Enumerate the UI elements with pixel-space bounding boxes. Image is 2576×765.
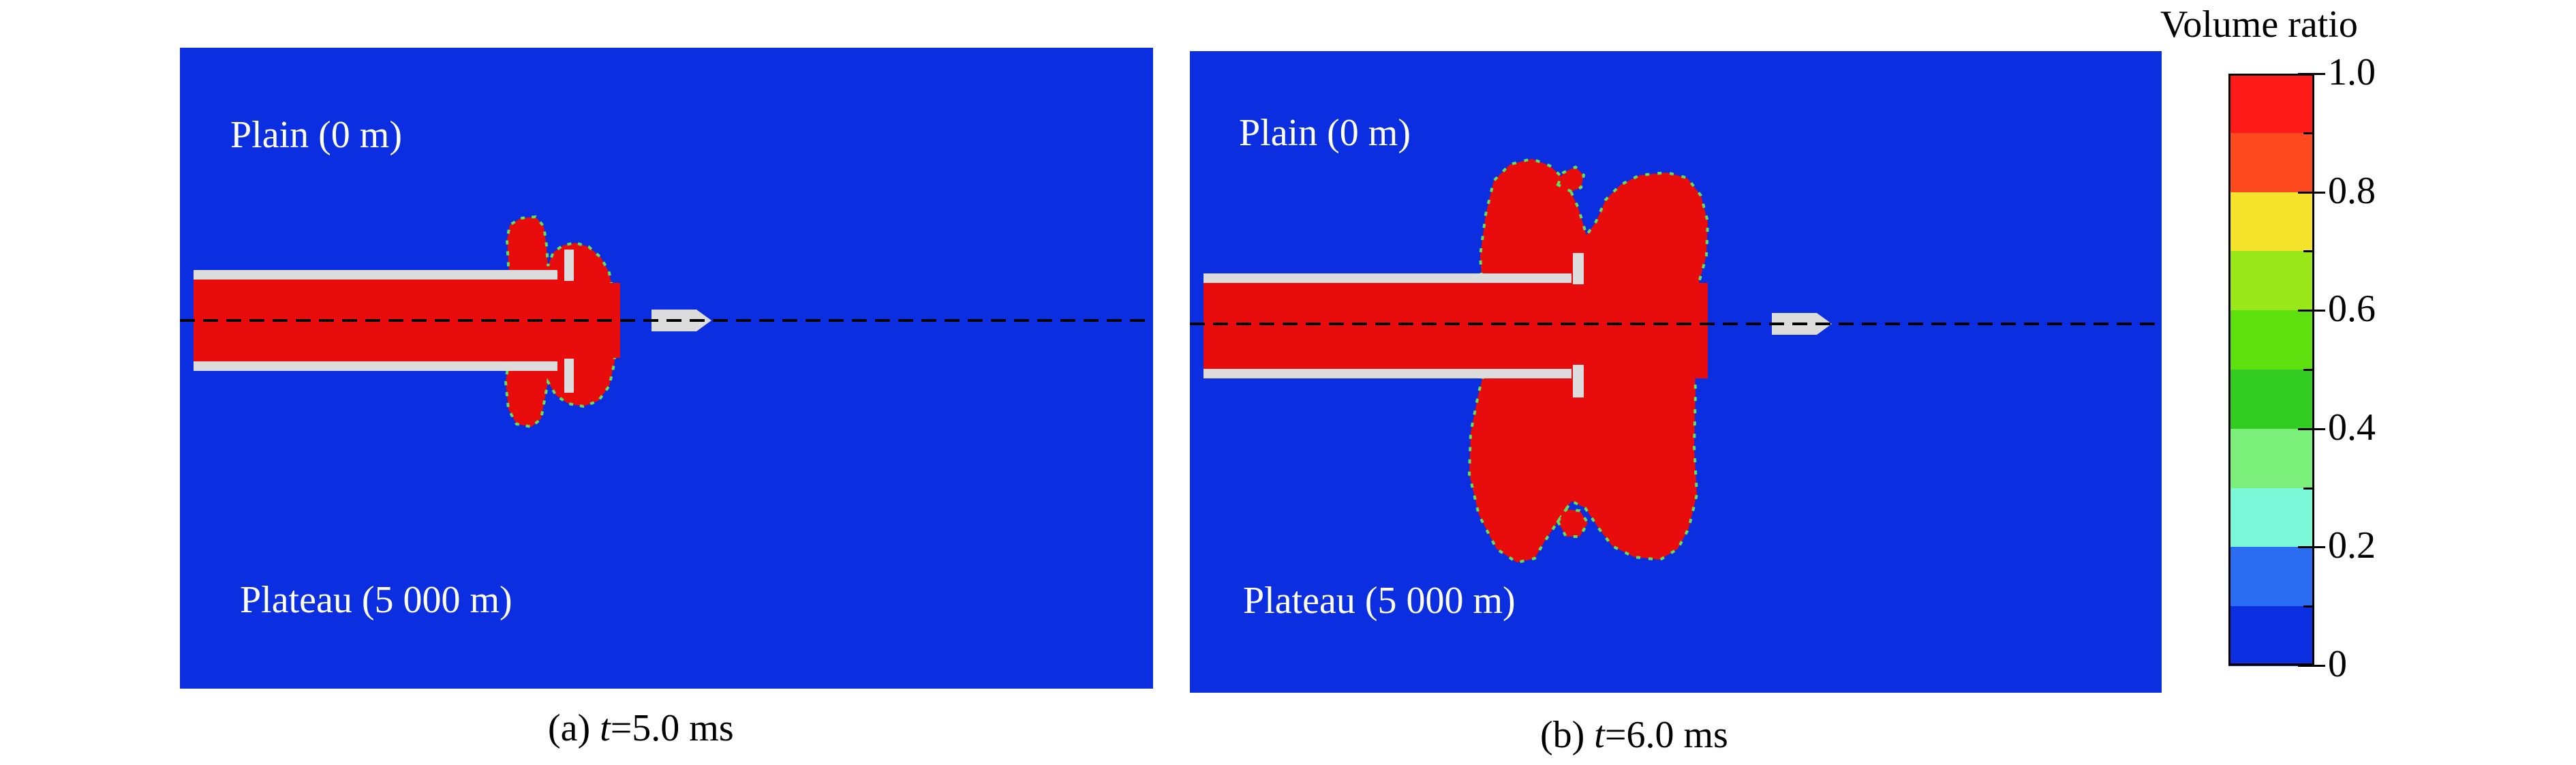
muzzle-piece-upper-b <box>1573 253 1584 284</box>
contour-plot-b <box>1190 157 2162 565</box>
gas-swirl-lower-b <box>1556 507 1590 538</box>
gas-swirl-upper-b <box>1556 165 1586 194</box>
colorbar-tick <box>2303 487 2314 490</box>
barrel-upper-wall-b <box>1203 273 1571 283</box>
barrel-gas-b <box>1203 283 1571 369</box>
barrel-lower-wall-a <box>194 361 557 371</box>
muzzle-piece-upper-a <box>564 250 574 281</box>
caption-b: (b) t=6.0 ms <box>1540 713 1728 757</box>
contour-panel-a: Plain (0 m) Plateau (5 000 m) <box>180 48 1153 689</box>
colorbar-title: Volume ratio <box>2160 3 2358 46</box>
colorbar-segment <box>2228 74 2314 134</box>
colorbar-tick-label: 1.0 <box>2328 51 2376 93</box>
colorbar-segment <box>2228 192 2314 252</box>
caption-a: (a) t=5.0 ms <box>548 706 734 750</box>
colorbar-tick <box>2303 132 2314 134</box>
region-label-plateau-b: Plateau (5 000 m) <box>1243 580 1516 622</box>
colorbar-segment <box>2228 132 2314 193</box>
colorbar-tick-label: 0.4 <box>2328 406 2376 449</box>
colorbar-segment <box>2228 428 2314 489</box>
caption-b-prefix: (b) <box>1540 714 1595 756</box>
colorbar-segment <box>2228 547 2314 608</box>
contour-panel-b: Plain (0 m) Plateau (5 000 m) <box>1190 51 2162 693</box>
barrel-lower-wall-b <box>1203 369 1571 378</box>
caption-b-value: =6.0 ms <box>1604 714 1728 756</box>
colorbar-segment <box>2228 251 2314 312</box>
colorbar-tick <box>2303 369 2314 371</box>
colorbar-segment <box>2228 606 2314 666</box>
colorbar-segment <box>2228 370 2314 430</box>
colorbar-tick <box>2298 310 2325 312</box>
caption-b-var: t <box>1594 714 1605 756</box>
caption-a-var: t <box>600 707 611 749</box>
region-label-plateau-a: Plateau (5 000 m) <box>240 579 512 621</box>
region-label-plain-a: Plain (0 m) <box>230 114 402 156</box>
caption-a-prefix: (a) <box>548 707 600 749</box>
colorbar-tick-label: 0 <box>2328 643 2347 685</box>
region-label-plain-b: Plain (0 m) <box>1239 112 1411 154</box>
colorbar-tick <box>2303 250 2314 253</box>
colorbar-tick-label: 0.6 <box>2328 288 2376 331</box>
barrel-upper-wall-a <box>194 270 557 280</box>
colorbar-tick-label: 0.2 <box>2328 524 2376 567</box>
colorbar-tick <box>2298 191 2325 194</box>
muzzle-piece-lower-a <box>564 359 574 393</box>
colorbar <box>2228 74 2314 666</box>
contour-plot-a <box>180 215 1153 429</box>
colorbar-segment <box>2228 487 2314 548</box>
colorbar-tick <box>2298 665 2325 667</box>
muzzle-piece-lower-b <box>1573 365 1584 397</box>
colorbar-tick-label: 0.8 <box>2328 169 2376 212</box>
colorbar-segment <box>2228 310 2314 370</box>
colorbar-tick <box>2303 605 2314 608</box>
colorbar-tick <box>2298 546 2325 549</box>
gas-cloud-lower-b <box>1467 350 1699 565</box>
caption-a-value: =5.0 ms <box>610 707 734 749</box>
colorbar-tick <box>2298 73 2325 75</box>
colorbar-tick <box>2298 427 2325 430</box>
